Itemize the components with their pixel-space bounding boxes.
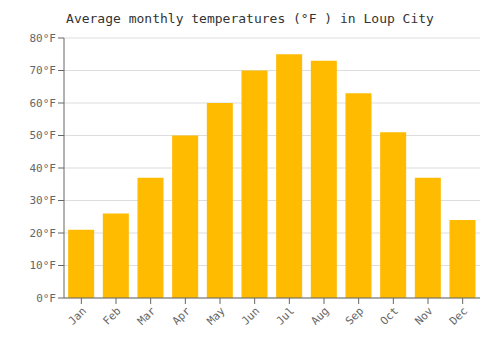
svg-text:10°F: 10°F — [30, 259, 57, 272]
svg-text:Jul: Jul — [274, 304, 297, 327]
svg-text:Aug: Aug — [308, 304, 331, 327]
svg-text:30°F: 30°F — [30, 194, 57, 207]
svg-text:Feb: Feb — [100, 304, 123, 327]
svg-text:Dec: Dec — [447, 304, 470, 327]
svg-text:Sep: Sep — [343, 304, 366, 327]
svg-text:Apr: Apr — [170, 304, 194, 328]
svg-text:May: May — [204, 304, 228, 328]
svg-text:Nov: Nov — [412, 304, 436, 328]
html-text:Average monthly temperatures (: Average monthly temperatures (°F ) in Lo… — [66, 11, 434, 26]
svg-text:20°F: 20°F — [30, 227, 57, 240]
svg-text:60°F: 60°F — [30, 97, 57, 110]
svg-text:50°F: 50°F — [30, 129, 57, 142]
svg-text:0°F: 0°F — [36, 292, 56, 305]
svg-text:Oct: Oct — [378, 304, 401, 327]
svg-text:Mar: Mar — [135, 304, 159, 328]
svg-text:80°F: 80°F — [30, 32, 57, 45]
svg-text:70°F: 70°F — [30, 64, 57, 77]
svg-text:40°F: 40°F — [30, 162, 57, 175]
svg-text:Jun: Jun — [239, 304, 262, 327]
svg-text:Jan: Jan — [66, 304, 89, 327]
